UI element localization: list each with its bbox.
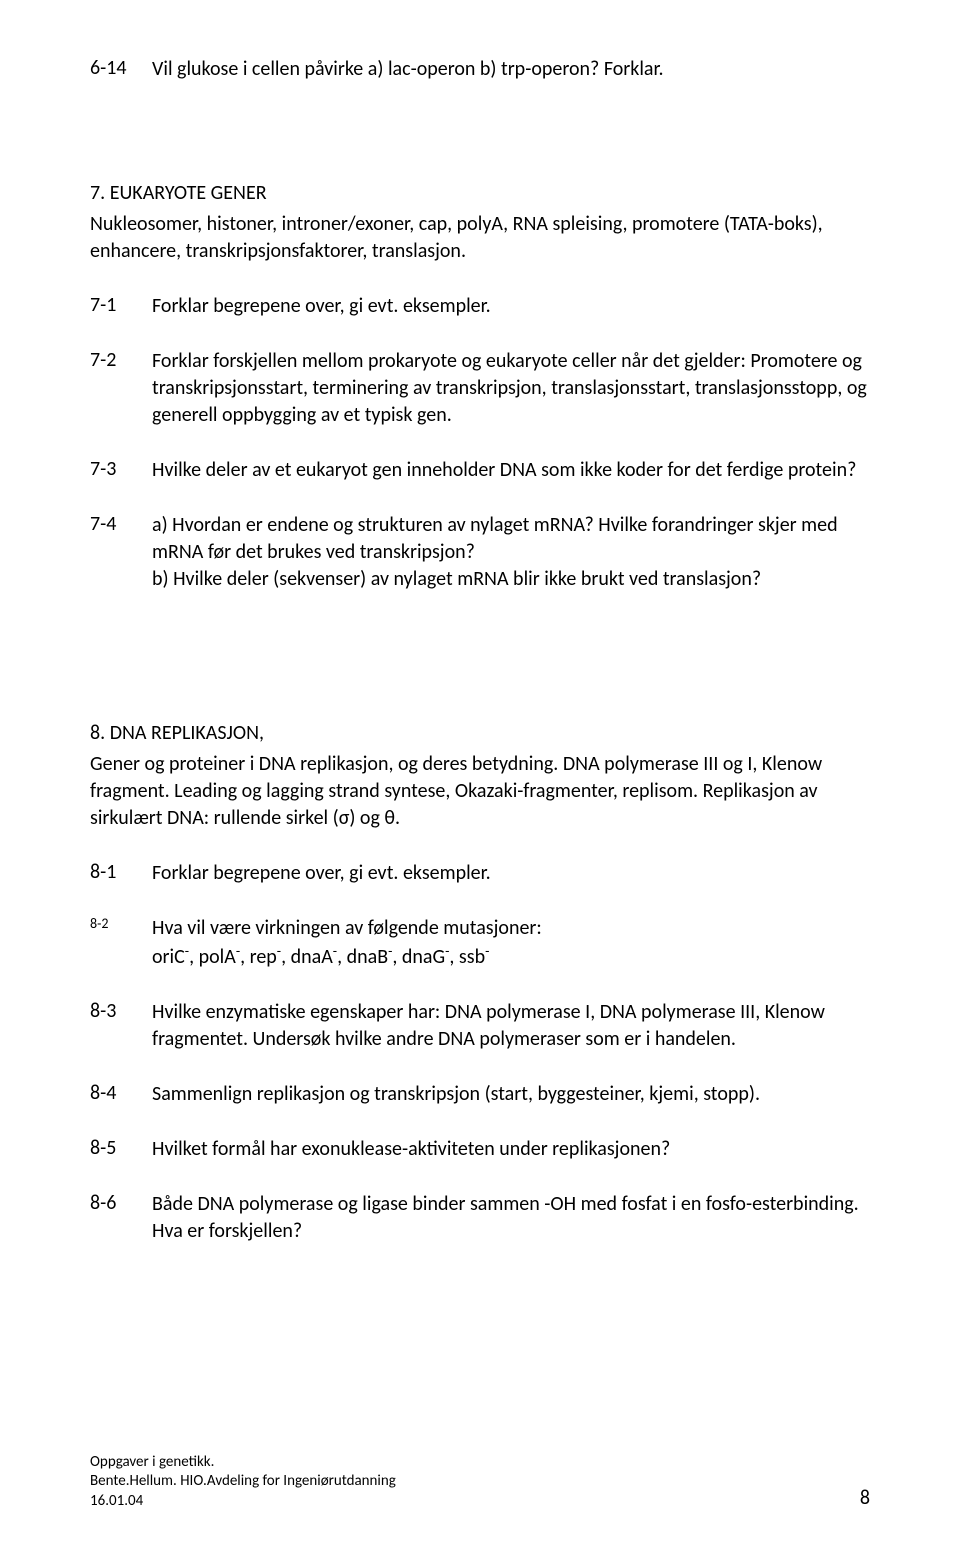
question-8-1: 8-1 Forklar begrepene over, gi evt. ekse… xyxy=(90,860,870,887)
question-7-2: 7-2 Forklar forskjellen mellom prokaryot… xyxy=(90,348,870,429)
page-footer: Oppgaver i genetikk. Bente.Hellum. HIO.A… xyxy=(90,1453,870,1512)
question-7-1: 7-1 Forklar begrepene over, gi evt. ekse… xyxy=(90,293,870,320)
question-8-4: 8-4 Sammenlign replikasjon og transkrips… xyxy=(90,1081,870,1108)
footer-line-2: Bente.Hellum. HIO.Avdeling for Ingeniøru… xyxy=(90,1472,396,1490)
question-number: 7-2 xyxy=(90,348,152,429)
question-text: Hva vil være virkningen av følgende muta… xyxy=(152,915,870,971)
question-text: Forklar forskjellen mellom prokaryote og… xyxy=(152,348,870,429)
question-7-4-b: b) Hvilke deler (sekvenser) av nylaget m… xyxy=(152,567,761,591)
footer-left: Oppgaver i genetikk. Bente.Hellum. HIO.A… xyxy=(90,1453,860,1512)
question-6-14: 6-14 Vil glukose i cellen påvirke a) lac… xyxy=(90,56,870,83)
question-number: 8-4 xyxy=(90,1081,152,1108)
question-text: Forklar begrepene over, gi evt. eksemple… xyxy=(152,293,870,320)
question-number: 7-4 xyxy=(90,512,152,593)
section-7-title: 7. EUKARYOTE GENER xyxy=(90,181,870,205)
section-7-description: Nukleosomer, histoner, introner/exoner, … xyxy=(90,211,870,265)
question-number: 7-1 xyxy=(90,293,152,320)
question-text: Vil glukose i cellen påvirke a) lac-oper… xyxy=(152,56,870,83)
question-8-6: 8-6 Både DNA polymerase og ligase binder… xyxy=(90,1191,870,1245)
section-8-description: Gener og proteiner i DNA replikasjon, og… xyxy=(90,751,870,832)
question-text: Forklar begrepene over, gi evt. eksemple… xyxy=(152,860,870,887)
question-8-3: 8-3 Hvilke enzymatiske egenskaper har: D… xyxy=(90,999,870,1053)
section-8-title: 8. DNA REPLIKASJON, xyxy=(90,721,870,745)
question-8-2: 8-2 Hva vil være virkningen av følgende … xyxy=(90,915,870,971)
page-number: 8 xyxy=(860,1485,870,1511)
question-number: 6-14 xyxy=(90,56,152,83)
question-8-2-line1: Hva vil være virkningen av følgende muta… xyxy=(152,916,542,940)
question-text: Hvilke deler av et eukaryot gen innehold… xyxy=(152,457,870,484)
question-text: Hvilket formål har exonuklease-aktivitet… xyxy=(152,1136,870,1163)
question-number: 8-5 xyxy=(90,1136,152,1163)
question-number: 8-1 xyxy=(90,860,152,887)
question-number: 8-6 xyxy=(90,1191,152,1245)
question-7-4-a: a) Hvordan er endene og strukturen av ny… xyxy=(152,513,838,564)
question-number: 7-3 xyxy=(90,457,152,484)
question-text: Sammenlign replikasjon og transkripsjon … xyxy=(152,1081,870,1108)
question-8-5: 8-5 Hvilket formål har exonuklease-aktiv… xyxy=(90,1136,870,1163)
footer-line-1: Oppgaver i genetikk. xyxy=(90,1453,214,1471)
footer-line-3: 16.01.04 xyxy=(90,1492,143,1510)
question-8-2-genes: oriC-, polA-, rep-, dnaA-, dnaB-, dnaG-,… xyxy=(152,945,489,969)
question-text: a) Hvordan er endene og strukturen av ny… xyxy=(152,512,870,593)
document-page: 6-14 Vil glukose i cellen påvirke a) lac… xyxy=(0,0,960,1547)
question-number: 8-2 xyxy=(90,915,152,971)
question-7-4: 7-4 a) Hvordan er endene og strukturen a… xyxy=(90,512,870,593)
question-7-3: 7-3 Hvilke deler av et eukaryot gen inne… xyxy=(90,457,870,484)
question-text: Både DNA polymerase og ligase binder sam… xyxy=(152,1191,870,1245)
question-text: Hvilke enzymatiske egenskaper har: DNA p… xyxy=(152,999,870,1053)
question-number: 8-3 xyxy=(90,999,152,1053)
